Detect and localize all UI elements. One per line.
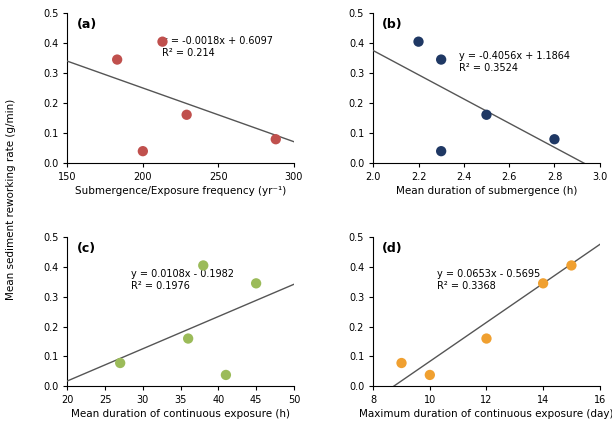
Text: R² = 0.3524: R² = 0.3524	[459, 63, 518, 73]
Point	[182, 111, 192, 118]
Point	[538, 280, 548, 287]
Point	[157, 38, 167, 45]
Point	[436, 56, 446, 63]
Point	[138, 147, 147, 155]
Point	[198, 262, 208, 269]
Text: (c): (c)	[76, 242, 95, 254]
Point	[112, 56, 122, 63]
Point	[397, 360, 406, 367]
Text: y = 0.0108x - 0.1982: y = 0.0108x - 0.1982	[131, 269, 234, 279]
Point	[252, 280, 261, 287]
Text: (a): (a)	[76, 18, 97, 31]
Text: R² = 0.214: R² = 0.214	[162, 48, 215, 58]
X-axis label: Submergence/Exposure frequency (yr⁻¹): Submergence/Exposure frequency (yr⁻¹)	[75, 186, 286, 196]
Text: y = -0.4056x + 1.1864: y = -0.4056x + 1.1864	[459, 51, 570, 61]
Point	[482, 111, 491, 118]
Text: y = -0.0018x + 0.6097: y = -0.0018x + 0.6097	[162, 36, 274, 46]
Text: R² = 0.1976: R² = 0.1976	[131, 281, 190, 291]
X-axis label: Mean duration of continuous exposure (h): Mean duration of continuous exposure (h)	[71, 409, 290, 420]
Point	[482, 335, 491, 342]
Point	[425, 371, 435, 378]
Text: R² = 0.3368: R² = 0.3368	[436, 281, 495, 291]
Text: (d): (d)	[382, 242, 403, 254]
Point	[183, 335, 193, 342]
Point	[414, 38, 424, 45]
Text: Mean sediment reworking rate (g/min): Mean sediment reworking rate (g/min)	[6, 99, 16, 301]
Point	[436, 147, 446, 155]
Text: y = 0.0653x - 0.5695: y = 0.0653x - 0.5695	[436, 269, 540, 279]
X-axis label: Mean duration of submergence (h): Mean duration of submergence (h)	[396, 186, 577, 196]
Point	[567, 262, 577, 269]
Point	[115, 360, 125, 367]
X-axis label: Maximum duration of continuous exposure (day): Maximum duration of continuous exposure …	[359, 409, 612, 420]
Text: (b): (b)	[382, 18, 403, 31]
Point	[550, 136, 559, 143]
Point	[221, 371, 231, 378]
Point	[271, 136, 281, 143]
